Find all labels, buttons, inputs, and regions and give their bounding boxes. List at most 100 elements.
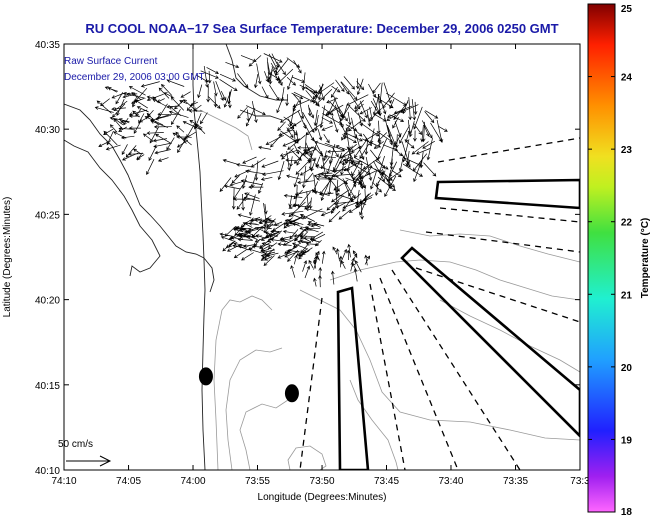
- current-vector: [347, 111, 352, 126]
- current-vector: [195, 74, 209, 83]
- current-vector: [103, 130, 118, 146]
- current-vector: [308, 154, 313, 171]
- current-vector: [313, 147, 324, 157]
- colorbar-tick-label: 25: [621, 4, 633, 15]
- current-vector: [302, 260, 308, 272]
- y-axis-label: Latitude (Degrees:Minutes): [2, 197, 13, 318]
- current-vector: [404, 139, 415, 149]
- current-vector: [314, 140, 334, 149]
- colorbar-tick-label: 24: [621, 73, 633, 84]
- current-vector: [128, 126, 141, 130]
- current-vector: [320, 180, 331, 201]
- current-vector: [147, 109, 154, 118]
- current-vector: [197, 84, 203, 99]
- current-vector: [153, 124, 172, 129]
- current-vector: [183, 131, 197, 140]
- current-vector: [302, 208, 323, 219]
- current-vector: [266, 57, 271, 80]
- current-vector: [353, 128, 363, 137]
- current-vector: [411, 141, 429, 155]
- current-vector: [264, 71, 270, 83]
- current-vector: [337, 105, 348, 122]
- current-vector: [206, 85, 211, 103]
- radar-range-ray: [391, 269, 521, 470]
- current-vector: [285, 158, 298, 163]
- current-vector: [363, 133, 372, 147]
- current-vector: [308, 197, 313, 210]
- current-vector: [96, 100, 112, 114]
- current-vector: [317, 172, 339, 177]
- current-vector: [270, 238, 287, 243]
- current-vector: [330, 189, 350, 203]
- current-vector: [386, 124, 396, 146]
- bathymetry-contour: [225, 347, 283, 470]
- current-vector: [399, 125, 410, 144]
- coastline-segment: [239, 109, 283, 121]
- current-vector: [352, 250, 358, 259]
- current-vector: [305, 242, 319, 246]
- bathymetry-contour: [399, 229, 580, 263]
- current-vector: [297, 240, 308, 244]
- current-vector: [286, 174, 301, 180]
- current-vector: [113, 131, 127, 139]
- current-vector: [301, 166, 307, 189]
- current-vector: [295, 189, 314, 196]
- current-vector: [112, 103, 126, 118]
- current-vector: [261, 170, 284, 177]
- radar-beam-bar: [434, 178, 580, 210]
- current-vector: [174, 100, 184, 110]
- current-vector: [157, 112, 177, 117]
- current-vector: [355, 78, 360, 90]
- current-vector: [386, 114, 396, 121]
- current-vector: [389, 144, 394, 167]
- current-vector: [219, 177, 232, 192]
- current-vector: [241, 252, 254, 261]
- current-vector: [111, 92, 126, 99]
- current-vector: [377, 176, 396, 192]
- current-vector: [291, 76, 306, 83]
- colorbar-label: Temperature (°C): [640, 218, 651, 299]
- current-vector: [236, 192, 250, 210]
- current-vector: [392, 116, 399, 129]
- current-vector: [113, 118, 124, 125]
- current-vector: [125, 92, 146, 99]
- current-vector: [270, 229, 280, 234]
- current-vector: [326, 195, 344, 211]
- current-vector: [405, 151, 410, 167]
- radar-range-ray: [369, 283, 406, 470]
- current-vector: [289, 156, 293, 168]
- current-vector: [225, 61, 240, 69]
- coastline-segment: [203, 257, 215, 293]
- current-vector: [260, 232, 276, 241]
- current-vector: [323, 154, 336, 159]
- colorbar-tick-label: 22: [621, 218, 633, 229]
- current-vector: [402, 163, 424, 177]
- current-vector: [281, 210, 304, 216]
- current-vector: [121, 144, 128, 156]
- bathymetry-contour: [287, 445, 327, 470]
- current-vector: [262, 248, 275, 260]
- current-vector: [426, 138, 433, 161]
- current-vector: [299, 234, 316, 238]
- current-vector: [250, 217, 261, 222]
- current-vector: [298, 251, 306, 260]
- current-vector: [220, 235, 236, 243]
- current-vector: [319, 192, 334, 197]
- current-vector: [338, 209, 351, 220]
- current-vector: [183, 137, 192, 146]
- current-vector: [278, 68, 294, 84]
- current-vector: [268, 68, 273, 85]
- radar-coverage-sectors: [299, 137, 580, 470]
- current-vector: [313, 277, 317, 287]
- current-vector: [320, 171, 333, 176]
- current-vector: [328, 144, 336, 165]
- current-vector: [177, 139, 186, 154]
- current-vector: [100, 98, 110, 107]
- current-vector: [327, 177, 332, 196]
- current-vector: [146, 93, 164, 102]
- current-vector: [207, 96, 221, 109]
- current-vector: [120, 120, 130, 124]
- current-vector: [320, 156, 331, 170]
- current-vector: [170, 96, 185, 111]
- current-vector: [282, 239, 295, 246]
